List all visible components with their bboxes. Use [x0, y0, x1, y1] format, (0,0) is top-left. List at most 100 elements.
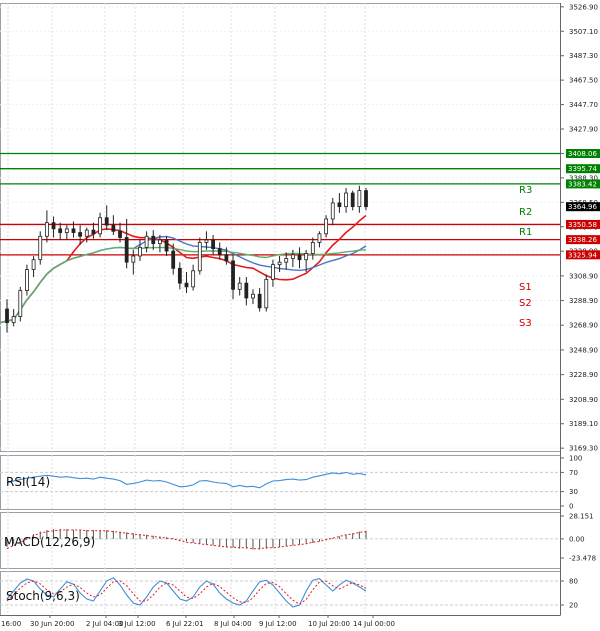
candle	[277, 256, 282, 273]
candle-body-bear	[151, 235, 156, 245]
pivot-label-s3: S3	[519, 318, 532, 329]
candle-body-bull	[11, 316, 16, 324]
main-panel-frame	[0, 3, 561, 452]
price-tag-value: 3408.06	[568, 150, 597, 158]
candle-body-bull	[344, 192, 348, 208]
candle-body-bull	[277, 261, 282, 266]
candle-body-bear	[350, 192, 355, 208]
time-label: 30 Jun 20:00	[30, 620, 74, 628]
candle	[337, 193, 342, 213]
time-axis: 16:00 30 Jun 20:00 2 Jul 04:003 Jul 12:00 6…	[0, 615, 560, 628]
candle	[264, 274, 269, 312]
candle	[144, 231, 149, 253]
candle	[297, 247, 302, 269]
candle-body-bull	[44, 222, 49, 237]
candle	[211, 235, 215, 255]
time-label: 9 Jul 12:00	[259, 620, 297, 628]
candle	[31, 256, 36, 277]
candle	[51, 216, 56, 238]
candle-body-bear	[297, 254, 302, 261]
candle-body-bull	[310, 242, 315, 254]
candle	[224, 247, 229, 265]
price-tags: 3408.06 3395.74 3383.42 3364.96 3350.58 3338.…	[566, 148, 600, 260]
candle-body-bull	[284, 258, 289, 263]
candle-body-bull	[158, 239, 162, 245]
candle-body-bull	[191, 270, 196, 288]
price-tag-value: 3383.42	[568, 180, 597, 188]
candle-body-bull	[138, 246, 142, 257]
candle	[177, 262, 182, 290]
price-tag-box	[566, 179, 600, 189]
rsi-tick-label: 70	[569, 469, 578, 477]
rsi-tick-label: 0	[569, 503, 573, 511]
price-tick-label: 3388.30	[569, 174, 598, 182]
price-tag-box	[566, 148, 600, 158]
candle	[197, 237, 202, 275]
price-tick-label: 3228.90	[569, 371, 598, 379]
stoch-tick-label: 20	[569, 602, 578, 610]
candle-body-bull	[317, 233, 322, 243]
candle-body-bear	[91, 229, 96, 235]
stochastic-panel: 80 20	[0, 577, 578, 610]
candle	[44, 210, 49, 243]
candle	[131, 249, 136, 275]
rsi-panel-frame	[0, 455, 561, 510]
pivot-label-s2: S2	[519, 298, 532, 309]
macd-panel: 28.151 0.00 -23.478	[0, 513, 596, 563]
candle-body-bull	[251, 293, 255, 299]
time-label: 3 Jul 12:00	[118, 620, 156, 628]
candle	[151, 230, 156, 250]
stoch-d-line	[6, 580, 367, 605]
candle	[251, 289, 255, 305]
macd-tick-label: 28.151	[569, 513, 594, 521]
candle	[124, 218, 129, 269]
candle	[104, 205, 109, 231]
price-tick-label: 3208.90	[569, 396, 598, 404]
candle	[38, 231, 43, 265]
candle-body-bear	[51, 222, 56, 230]
candle-body-bull	[64, 228, 69, 233]
grid-lines	[0, 3, 560, 615]
price-tag-value: 3364.96	[568, 203, 597, 211]
candle-body-bull	[204, 239, 209, 243]
candle	[58, 222, 63, 240]
candle-body-bull	[357, 190, 362, 208]
candle	[25, 264, 29, 296]
candle	[11, 309, 16, 327]
candle-body-bear	[224, 254, 229, 262]
candle	[138, 239, 142, 261]
time-label: 8 Jul 04:00	[214, 620, 252, 628]
price-tick-label: 3268.90	[569, 322, 598, 330]
candle	[317, 231, 322, 248]
time-label: 6 Jul 22:01	[166, 620, 204, 628]
pivot-label-r3: R3	[519, 185, 532, 196]
candle-body-bull	[304, 253, 309, 261]
candle-body-bull	[31, 259, 36, 270]
candle-body-bear	[257, 293, 262, 309]
candles	[5, 185, 368, 333]
macd-tick-label: -23.478	[569, 555, 596, 563]
candle	[78, 225, 83, 245]
time-label-partial: 16:00	[1, 620, 21, 628]
pivot-label-r1: R1	[519, 227, 532, 238]
candle	[71, 221, 76, 238]
candle	[118, 222, 122, 243]
candle	[5, 299, 9, 333]
candle-body-bull	[271, 264, 275, 280]
candle-body-bull	[144, 235, 149, 248]
candle-body-bull	[237, 282, 242, 290]
candle	[271, 259, 275, 287]
candle	[98, 212, 102, 238]
pivot-lines	[0, 152, 560, 256]
candle-body-bear	[337, 202, 342, 208]
price-tag-value: 3325.94	[568, 251, 597, 259]
time-label: 14 Jul 00:00	[353, 620, 395, 628]
price-tag-box	[566, 164, 600, 174]
price-tick-label: 3169.30	[569, 445, 598, 453]
candle	[344, 188, 348, 213]
candle	[18, 286, 23, 322]
candle-body-bear	[171, 250, 176, 269]
candle	[191, 264, 196, 291]
price-tick-label: 3427.90	[569, 126, 598, 134]
candle	[164, 236, 169, 257]
